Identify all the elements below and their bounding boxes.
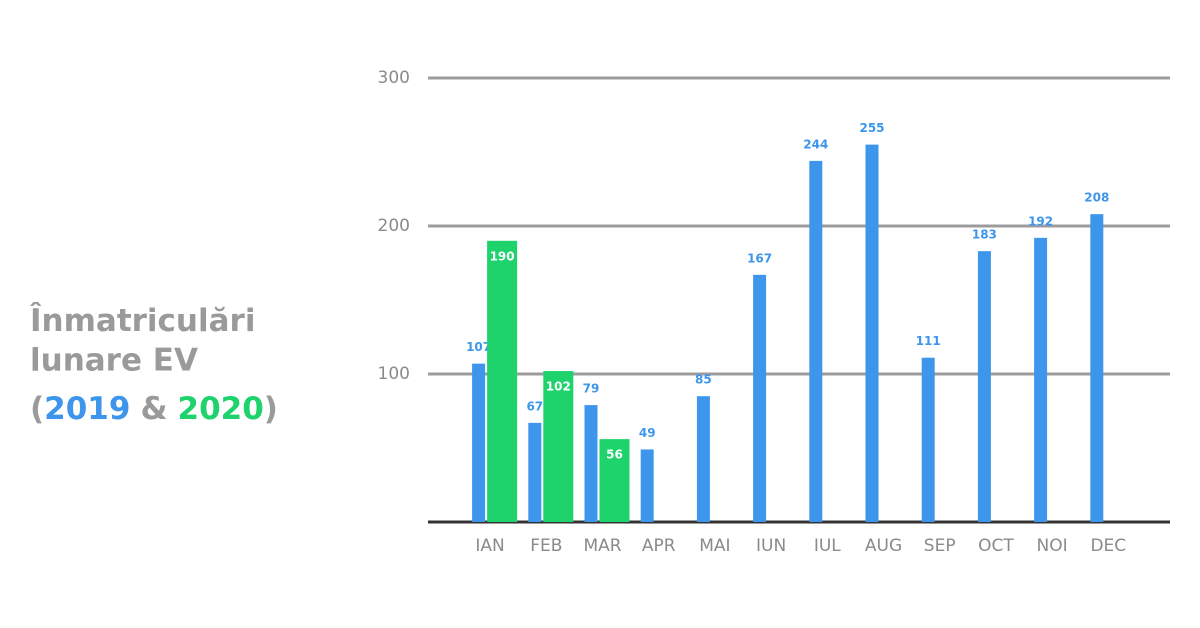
bar: [753, 274, 767, 522]
bar: [921, 357, 935, 522]
legend-open: (: [30, 391, 44, 427]
value-label: 192: [1028, 214, 1053, 228]
legend-entry: 2019: [44, 391, 130, 427]
value-label: 183: [972, 228, 997, 242]
x-tick-label: AUG: [865, 536, 902, 556]
legend: (2019 & 2020): [30, 391, 278, 427]
value-label: 255: [859, 121, 884, 135]
x-tick-label: NOI: [1037, 536, 1068, 556]
value-label: 167: [747, 251, 772, 265]
bar: [640, 449, 654, 522]
bar: [1034, 237, 1048, 522]
value-label: 56: [606, 448, 623, 462]
legend-joiner: &: [140, 391, 167, 427]
x-tick-label: DEC: [1090, 536, 1126, 556]
y-tick-label: 200: [378, 216, 410, 236]
bar: [809, 160, 823, 522]
value-label: 67: [526, 399, 543, 413]
bar: [977, 251, 991, 522]
value-label: 49: [639, 426, 656, 440]
value-label: 208: [1084, 191, 1109, 205]
bar: [543, 371, 574, 522]
value-label: 244: [803, 137, 828, 151]
x-tick-label: MAR: [583, 536, 621, 556]
chart-title-line2: lunare EV: [30, 343, 198, 379]
legend-close: ): [264, 391, 278, 427]
bar: [472, 363, 486, 522]
bar: [487, 240, 518, 523]
bar: [528, 422, 542, 522]
x-tick-label: APR: [642, 536, 676, 556]
x-tick-label: SEP: [924, 536, 956, 556]
bar: [1090, 214, 1104, 522]
value-label: 111: [916, 334, 941, 348]
x-tick-label: IUN: [756, 536, 786, 556]
y-tick-label: 100: [378, 364, 410, 384]
bar: [696, 396, 710, 522]
bar: [599, 439, 630, 522]
x-tick-label: OCT: [978, 536, 1014, 556]
bar: [584, 405, 598, 522]
chart-title-line1: Înmatriculări: [30, 303, 255, 339]
bar: [865, 144, 879, 522]
x-tick-label: IAN: [475, 536, 504, 556]
value-label: 79: [583, 382, 600, 396]
value-label: 190: [490, 249, 515, 263]
x-tick-label: MAI: [699, 536, 730, 556]
value-label: 85: [695, 373, 712, 387]
x-tick-label: FEB: [530, 536, 562, 556]
y-tick-label: 300: [378, 68, 410, 88]
legend-entry: 2020: [178, 391, 264, 427]
value-label: 102: [546, 380, 571, 394]
value-label: 107: [466, 340, 491, 354]
x-tick-label: IUL: [814, 536, 841, 556]
